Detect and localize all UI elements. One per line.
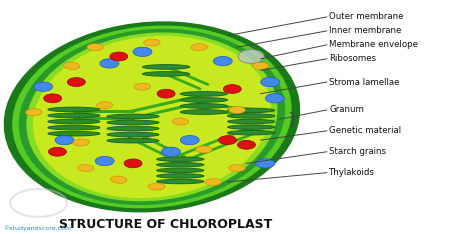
Ellipse shape [180,98,228,102]
Ellipse shape [180,91,228,96]
Ellipse shape [48,125,100,130]
Text: }: } [287,112,296,127]
Ellipse shape [228,131,275,135]
Ellipse shape [19,29,284,204]
Ellipse shape [107,132,159,137]
Ellipse shape [55,135,74,145]
Ellipse shape [95,156,114,166]
Ellipse shape [156,163,204,167]
Ellipse shape [48,113,100,118]
Ellipse shape [228,125,275,129]
Ellipse shape [261,77,280,87]
Ellipse shape [149,183,164,190]
Text: Starch grains: Starch grains [329,147,386,156]
Ellipse shape [87,44,103,51]
Ellipse shape [100,59,119,68]
Ellipse shape [223,85,241,93]
Text: Ribosomes: Ribosomes [329,54,376,63]
Ellipse shape [256,159,275,168]
Ellipse shape [156,174,204,178]
Ellipse shape [44,94,62,103]
Ellipse shape [196,146,212,153]
Ellipse shape [26,109,42,116]
Ellipse shape [180,104,228,108]
Text: Stroma lamellae: Stroma lamellae [329,77,400,87]
Ellipse shape [143,65,190,69]
Ellipse shape [107,138,159,143]
Ellipse shape [156,157,204,161]
Ellipse shape [134,83,151,90]
Ellipse shape [13,26,291,208]
Ellipse shape [265,94,284,103]
Text: Thylakoids: Thylakoids [329,168,375,177]
Ellipse shape [34,82,53,91]
Ellipse shape [237,140,255,149]
Ellipse shape [144,39,160,46]
Ellipse shape [229,165,245,172]
Ellipse shape [156,179,204,184]
Ellipse shape [228,119,275,124]
Ellipse shape [78,165,94,172]
Ellipse shape [172,118,189,125]
Ellipse shape [107,126,159,131]
Ellipse shape [4,22,300,212]
Ellipse shape [143,72,190,76]
Ellipse shape [64,62,80,69]
Ellipse shape [238,50,264,63]
Ellipse shape [219,136,237,145]
Text: Granum: Granum [329,106,364,114]
Ellipse shape [228,114,275,118]
Ellipse shape [107,120,159,125]
Ellipse shape [180,110,228,114]
Ellipse shape [161,147,180,156]
Ellipse shape [253,62,269,69]
Ellipse shape [228,108,275,113]
Text: Inner membrane: Inner membrane [329,26,401,35]
Ellipse shape [124,159,142,168]
Ellipse shape [34,37,270,197]
Ellipse shape [107,114,159,119]
Ellipse shape [96,102,113,109]
Ellipse shape [205,179,222,186]
Text: Membrane envelope: Membrane envelope [329,40,418,49]
Ellipse shape [229,106,245,113]
Text: Outer membrane: Outer membrane [329,12,404,22]
Ellipse shape [67,78,85,86]
Ellipse shape [48,107,100,112]
Text: STRUCTURE OF CHLOROPLAST: STRUCTURE OF CHLOROPLAST [59,219,273,231]
Ellipse shape [213,56,232,66]
Ellipse shape [48,119,100,124]
Ellipse shape [156,168,204,172]
Ellipse shape [73,139,89,146]
Ellipse shape [27,33,277,201]
Text: Genetic material: Genetic material [329,126,401,135]
Ellipse shape [133,47,152,56]
Ellipse shape [180,135,199,145]
Text: ©studyandscore.com: ©studyandscore.com [3,225,71,231]
Ellipse shape [110,176,127,183]
Ellipse shape [110,52,128,61]
Ellipse shape [48,147,66,156]
Ellipse shape [191,44,207,51]
Ellipse shape [48,131,100,136]
Ellipse shape [157,89,175,98]
